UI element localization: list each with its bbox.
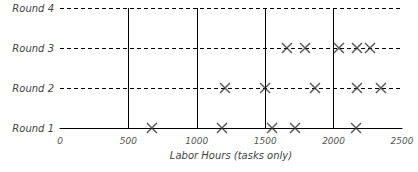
svg-text:Round 1: Round 1	[12, 123, 54, 134]
svg-text:0: 0	[57, 136, 63, 146]
svg-text:Round 4: Round 4	[12, 3, 54, 14]
svg-text:1000: 1000	[185, 136, 208, 146]
svg-text:500: 500	[120, 136, 137, 146]
svg-text:2500: 2500	[391, 136, 414, 146]
svg-text:1500: 1500	[254, 136, 277, 146]
svg-text:Round 2: Round 2	[12, 83, 54, 94]
svg-text:Labor Hours (tasks only): Labor Hours (tasks only)	[170, 150, 292, 161]
svg-text:Round 3: Round 3	[12, 43, 54, 54]
svg-text:2000: 2000	[322, 136, 345, 146]
